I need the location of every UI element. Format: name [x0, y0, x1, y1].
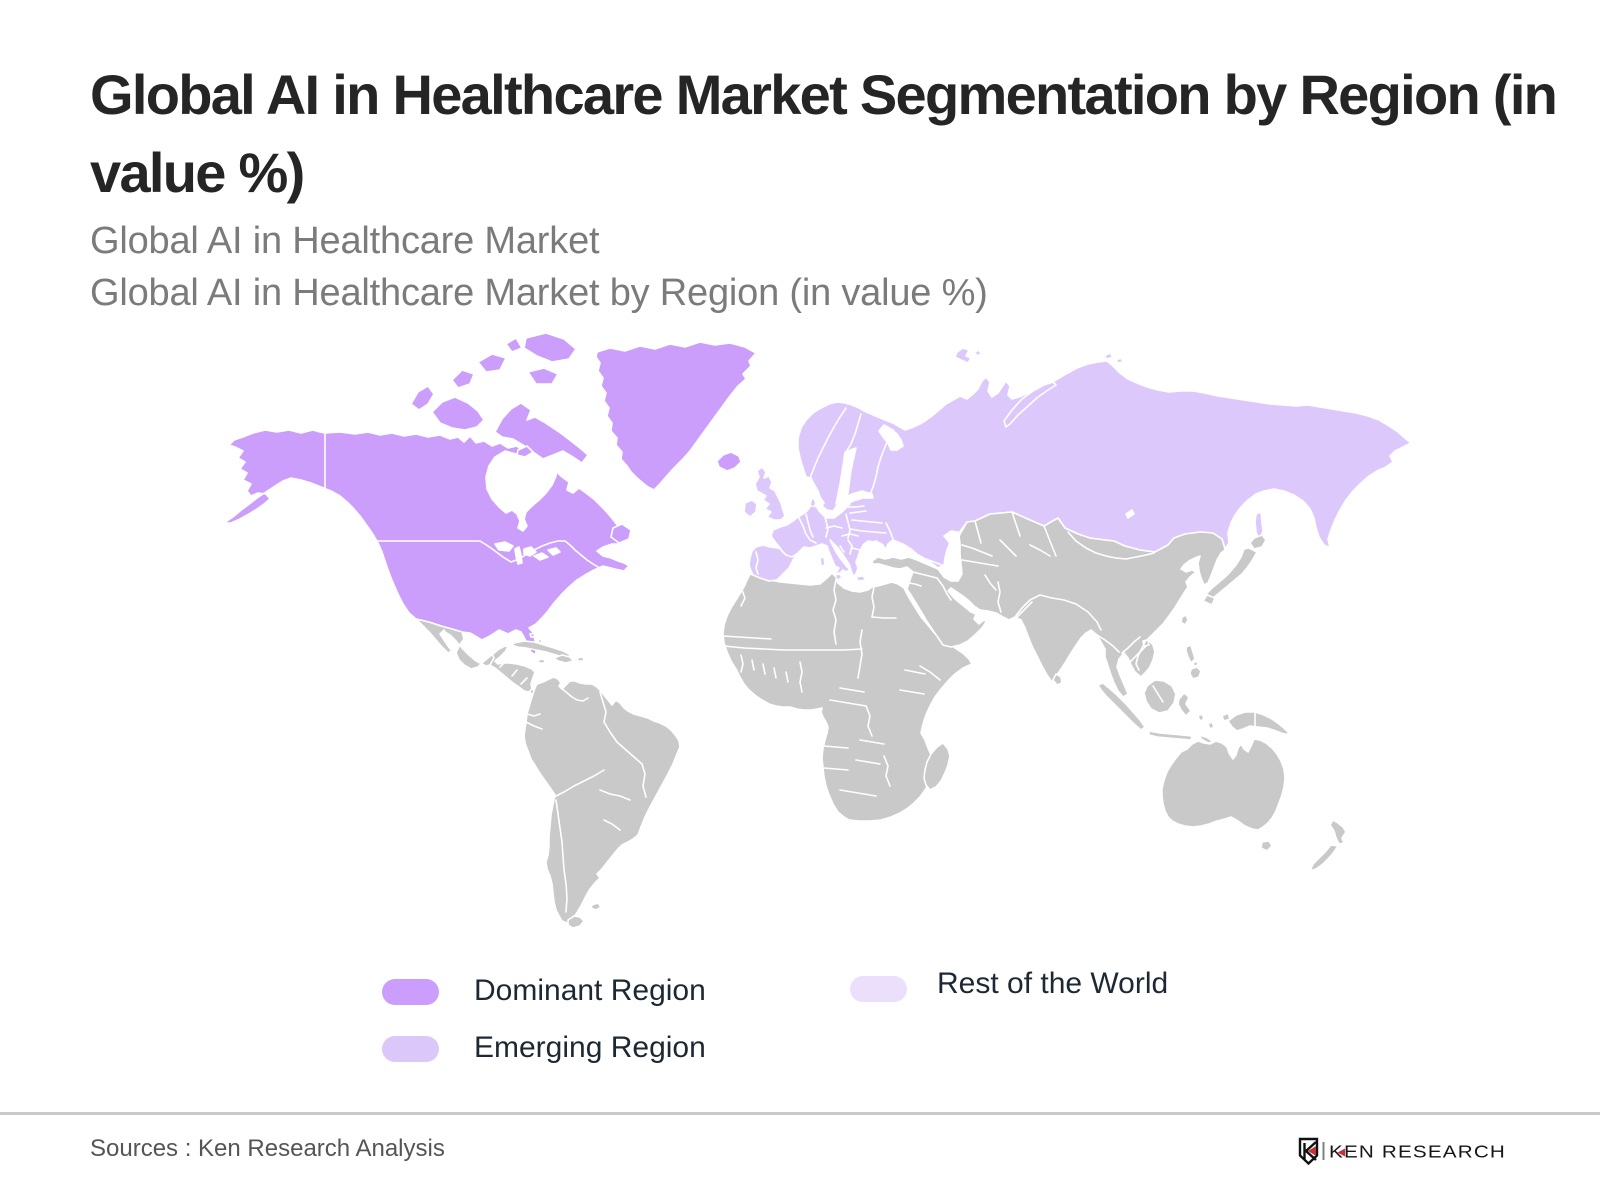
svg-text:KEN RESEARCH: KEN RESEARCH — [1329, 1142, 1506, 1162]
